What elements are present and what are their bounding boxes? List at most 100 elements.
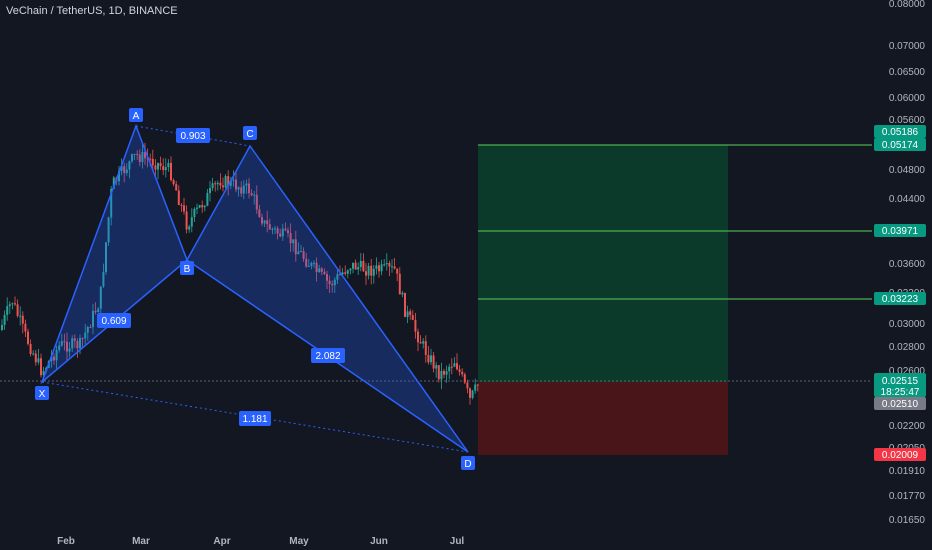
time-axis[interactable]: Feb Mar Apr May Jun Jul <box>57 536 464 547</box>
candle-body <box>209 188 211 193</box>
candle-body <box>232 179 235 181</box>
ratio-label-ac[interactable]: 0.903 <box>176 128 210 143</box>
candle-body <box>92 310 94 328</box>
point-label-a[interactable]: A <box>129 108 143 122</box>
price-axis-label: 0.01770 <box>889 491 926 502</box>
candle-body <box>214 183 217 185</box>
candle-body <box>185 211 188 230</box>
current-price-tag: 0.02515 18:25:47 <box>874 373 926 398</box>
candle-body <box>328 280 331 285</box>
candle-body <box>380 264 383 272</box>
candle-body <box>188 226 191 230</box>
candle-body <box>263 220 266 224</box>
candle-body <box>235 179 237 190</box>
candle-body <box>40 358 42 376</box>
price-axis-label: 0.06000 <box>889 93 926 104</box>
candle-body <box>154 165 157 170</box>
candle-body <box>71 338 74 349</box>
candle-body <box>396 268 399 274</box>
ratio-label-xb[interactable]: 0.609 <box>97 313 131 328</box>
candle-body <box>349 268 352 271</box>
candle-body <box>63 341 66 343</box>
stop-zone <box>478 382 728 455</box>
candle-body <box>138 154 141 163</box>
candle-body <box>414 319 417 332</box>
candle-body <box>50 356 53 362</box>
svg-text:0.03223: 0.03223 <box>882 294 919 305</box>
price-axis-label: 0.03000 <box>889 319 926 330</box>
point-label-c[interactable]: C <box>243 126 257 140</box>
candle-body <box>128 161 131 170</box>
candle-body <box>68 348 71 352</box>
candle-body <box>437 365 440 380</box>
price-tag-03223: 0.03223 <box>874 292 926 305</box>
svg-text:C: C <box>246 129 253 140</box>
candle-body <box>476 384 479 386</box>
candle-body <box>76 341 79 349</box>
candle-body <box>29 343 32 354</box>
time-axis-label: Mar <box>132 536 150 547</box>
candle-body <box>227 176 230 186</box>
candle-body <box>333 279 336 286</box>
candle-body <box>6 306 9 315</box>
time-axis-label: Jun <box>370 536 388 547</box>
candle-body <box>284 228 287 231</box>
candle-body <box>323 271 326 274</box>
candle-body <box>237 187 240 190</box>
candle-body <box>354 262 357 270</box>
candle-body <box>326 273 328 281</box>
candle-body <box>123 166 126 174</box>
candle-body <box>409 311 412 316</box>
candle-body <box>11 303 14 305</box>
candle-body <box>180 204 183 206</box>
candle-body <box>27 331 29 344</box>
point-label-d[interactable]: D <box>461 456 475 470</box>
candle-body <box>245 183 248 186</box>
price-axis-label: 0.07000 <box>889 41 926 52</box>
point-label-x[interactable]: X <box>35 386 49 400</box>
candle-body <box>266 220 269 225</box>
svg-text:2.082: 2.082 <box>315 351 340 362</box>
candle-body <box>419 342 422 344</box>
price-tag-05174: 0.05174 <box>874 138 926 151</box>
candle-body <box>21 315 24 324</box>
candle-body <box>229 180 232 186</box>
candle-body <box>107 217 110 243</box>
candle-body <box>417 331 419 343</box>
candle-body <box>305 258 308 267</box>
candle-body <box>424 341 427 355</box>
time-axis-label: Apr <box>213 536 230 547</box>
candle-body <box>172 180 175 185</box>
candle-body <box>297 251 300 255</box>
candle-body <box>440 371 443 380</box>
candle-body <box>276 228 279 234</box>
candle-body <box>144 151 146 159</box>
candle-body <box>125 169 128 174</box>
candle-body <box>136 154 139 156</box>
candle-body <box>456 363 458 370</box>
candle-body <box>406 311 409 317</box>
price-axis[interactable]: 0.08000 0.07000 0.06500 0.06000 0.05600 … <box>889 0 926 526</box>
candle-body <box>3 314 6 325</box>
candle-body <box>1 324 3 330</box>
ratio-label-bd[interactable]: 2.082 <box>311 348 345 363</box>
candle-body <box>411 315 414 320</box>
candle-body <box>222 185 224 188</box>
candle-body <box>383 264 386 266</box>
symbol-title: VeChain / TetherUS, 1D, BINANCE <box>6 5 178 17</box>
candle-body <box>341 272 344 275</box>
candle-body <box>193 208 196 218</box>
candle-body <box>292 239 295 244</box>
candle-body <box>474 384 477 391</box>
candle-body <box>84 332 87 339</box>
price-axis-label: 0.05600 <box>889 115 926 126</box>
price-axis-label: 0.02600 <box>889 366 926 377</box>
ratio-label-xd[interactable]: 1.181 <box>239 411 271 426</box>
candle-body <box>359 260 362 268</box>
candle-body <box>258 209 261 218</box>
point-label-b[interactable]: B <box>180 261 194 275</box>
candle-body <box>157 163 159 170</box>
candle-body <box>242 185 245 194</box>
candle-body <box>255 194 258 210</box>
